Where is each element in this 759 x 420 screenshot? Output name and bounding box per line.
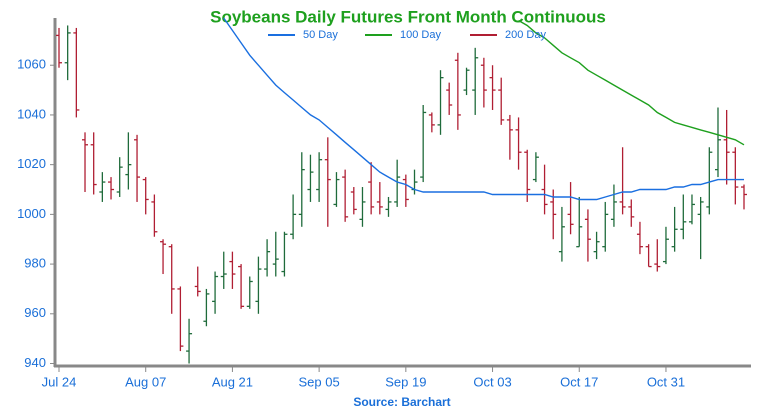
x-tick-label: Sep 19 bbox=[385, 374, 426, 389]
x-tick-label: Oct 17 bbox=[560, 374, 598, 389]
chart-title: Soybeans Daily Futures Front Month Conti… bbox=[210, 7, 606, 26]
legend-label: 100 Day bbox=[400, 29, 441, 41]
moving-average-line bbox=[518, 19, 745, 146]
x-tick-label: Sep 05 bbox=[299, 374, 340, 389]
y-tick-label: 940 bbox=[24, 355, 46, 370]
x-tick-label: Oct 31 bbox=[647, 374, 685, 389]
moving-average-line bbox=[223, 17, 744, 201]
y-tick-label: 1060 bbox=[17, 57, 46, 72]
y-tick-label: 1000 bbox=[17, 206, 46, 221]
source: Source: Barchart bbox=[353, 395, 450, 409]
x-tick-label: Aug 07 bbox=[125, 374, 166, 389]
y-tick-label: 1020 bbox=[17, 156, 46, 171]
y-tick-label: 1040 bbox=[17, 106, 46, 121]
y-tick-label: 960 bbox=[24, 305, 46, 320]
x-tick-label: Jul 24 bbox=[42, 374, 77, 389]
y-tick-label: 980 bbox=[24, 256, 46, 271]
x-tick-label: Oct 03 bbox=[473, 374, 511, 389]
x-tick-label: Aug 21 bbox=[212, 374, 253, 389]
legend-label: 200 Day bbox=[505, 29, 546, 41]
legend-label: 50 Day bbox=[303, 29, 338, 41]
